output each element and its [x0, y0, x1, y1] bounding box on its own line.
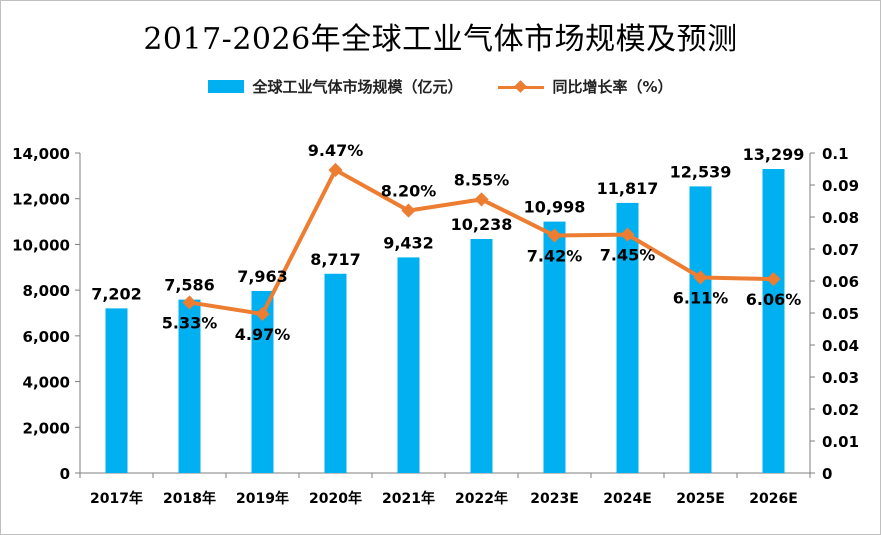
y-right-tick-label: 0.02 [822, 401, 859, 419]
y-right-tick-label: 0.1 [822, 145, 849, 163]
y-left-tick-label: 0 [60, 465, 70, 483]
bar-market-size [178, 299, 201, 473]
bar-data-label: 9,432 [383, 233, 434, 252]
y-left-tick-label: 12,000 [12, 191, 70, 209]
growth-rate-data-label: 5.33% [162, 313, 218, 332]
bar-market-size [543, 221, 566, 473]
y-right-tick-label: 0.07 [822, 241, 859, 259]
y-right-tick-label: 0.04 [822, 337, 859, 355]
bar-market-size [251, 290, 274, 473]
bar-market-size [470, 238, 493, 473]
x-tick-label: 2018年 [163, 490, 216, 507]
bar-data-label: 7,586 [164, 276, 215, 295]
y-right-tick-label: 0 [822, 465, 832, 483]
legend-item-market-size: 全球工业气体市场规模（亿元） [208, 76, 462, 97]
y-right-tick-label: 0.06 [822, 273, 859, 291]
growth-rate-marker [255, 306, 270, 322]
bar-data-label: 13,299 [743, 145, 805, 164]
legend-line-swatch [498, 79, 545, 94]
legend-label-growth-rate: 同比增长率（%） [552, 78, 673, 96]
growth-rate-data-label: 7.45% [600, 246, 656, 265]
growth-rate-data-label: 8.55% [454, 170, 510, 189]
y-left-tick-label: 6,000 [23, 328, 70, 346]
bar-data-label: 10,238 [451, 215, 513, 234]
x-tick-label: 2025E [676, 491, 725, 507]
bar-data-label: 10,998 [524, 198, 586, 217]
legend-item-growth-rate: 同比增长率（%） [498, 76, 673, 97]
bar-data-label: 12,539 [670, 162, 732, 181]
x-tick-label: 2024E [603, 491, 652, 507]
x-tick-label: 2026E [749, 491, 798, 507]
y-right-tick-label: 0.08 [822, 209, 859, 227]
y-right-tick-label: 0.01 [822, 433, 859, 451]
bar-market-size [324, 273, 347, 473]
x-tick-label: 2020年 [309, 490, 362, 507]
bar-market-size [616, 202, 639, 473]
y-left-tick-label: 10,000 [12, 236, 70, 254]
x-tick-label: 2017年 [90, 490, 143, 507]
bar-data-label: 7,202 [91, 284, 142, 303]
x-tick-label: 2021年 [382, 490, 435, 507]
growth-rate-marker [693, 270, 708, 285]
growth-rate-marker [547, 228, 562, 243]
chart-title: 2017-2026年全球工业气体市场规模及预测 [143, 22, 738, 57]
legend-bar-swatch [208, 80, 245, 93]
growth-rate-marker [620, 227, 635, 242]
chart-legend: 全球工业气体市场规模（亿元） 同比增长率（%） [0, 76, 881, 97]
growth-rate-data-label: 9.47% [308, 141, 364, 160]
y-right-tick-label: 0.09 [822, 177, 859, 195]
y-left-tick-label: 14,000 [12, 145, 70, 163]
bar-data-label: 8,717 [310, 250, 361, 269]
x-tick-label: 2022年 [455, 490, 508, 507]
legend-label-market-size: 全球工业气体市场规模（亿元） [252, 78, 463, 96]
bar-market-size [762, 169, 785, 473]
y-left-tick-label: 8,000 [23, 282, 70, 300]
x-tick-label: 2023E [530, 491, 579, 507]
bar-data-label: 7,963 [237, 267, 288, 286]
bar-market-size [689, 186, 712, 473]
growth-rate-data-label: 4.97% [235, 325, 291, 344]
growth-rate-data-label: 6.11% [673, 288, 729, 307]
y-left-tick-label: 2,000 [23, 419, 70, 437]
growth-rate-marker [182, 295, 197, 310]
y-right-tick-label: 0.05 [822, 305, 859, 323]
growth-rate-marker [328, 162, 343, 178]
growth-rate-marker [766, 272, 781, 287]
bar-market-size [397, 257, 420, 473]
growth-rate-data-label: 7.42% [527, 247, 583, 266]
growth-rate-data-label: 8.20% [381, 182, 437, 201]
growth-rate-data-label: 6.06% [746, 290, 802, 309]
x-tick-label: 2019年 [236, 490, 289, 507]
y-right-tick-label: 0.03 [822, 369, 859, 387]
y-left-tick-label: 4,000 [23, 374, 70, 392]
bar-market-size [105, 308, 128, 473]
growth-rate-marker [401, 203, 416, 218]
growth-rate-marker [474, 192, 489, 207]
bar-data-label: 11,817 [597, 179, 659, 198]
